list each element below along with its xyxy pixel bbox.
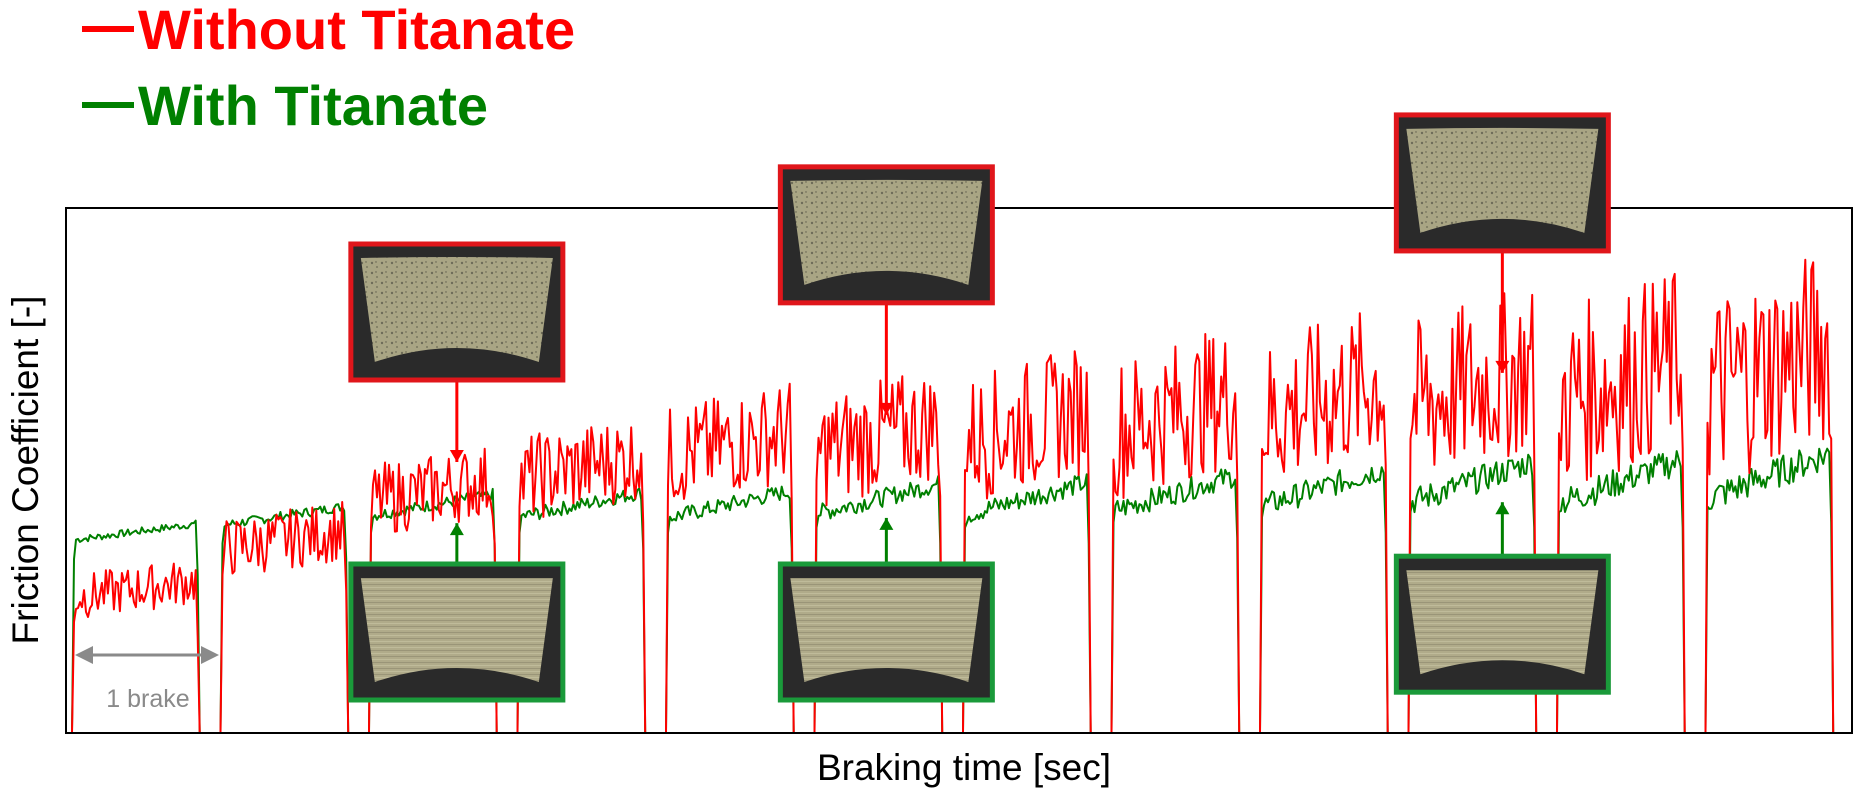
series-with-brake-9-line [1259,466,1389,733]
legend-without-titanate: Without Titanate [82,0,575,64]
legend-red-line-swatch [82,26,134,32]
series-with-brake-8-line [1110,468,1241,733]
inset-arrowhead-icon [1495,502,1510,515]
series-with-brake-11-line [1556,450,1686,733]
series-without-brake-10-line [1407,292,1538,733]
brake-pad-photo-with-brake-10 [1393,502,1611,695]
series-without-brake-5-line [665,382,795,733]
legend-with-titanate-label: With Titanate [138,73,489,137]
series-without-brake-4-line [516,426,647,733]
series-without-brake-9-line [1259,312,1389,733]
brake-pad-image [790,179,983,285]
series-without-brake-1-line [71,562,201,733]
series-without-brake-8-line [1110,333,1241,733]
series-with-brake-7-line [962,473,1092,733]
series-without-brake-7-line [962,350,1092,733]
series-with-brake-10-line [1407,453,1538,733]
brake-pad-image [790,578,983,682]
series-with-brake-1-line [71,519,201,733]
y-axis-title: Friction Coefficient [-] [5,296,46,645]
series-without-brake-12-line [1704,258,1835,733]
series-without-brake-11-line [1556,272,1686,733]
brake-pad-photo-without-brake-10 [1393,112,1611,373]
x-axis-title: Braking time [sec] [817,747,1111,788]
legend-green-line-swatch [82,102,134,108]
brake-pad-image [1406,570,1599,675]
series-without-brake-6-line [813,375,944,733]
series-with-brake-6-line [813,475,944,733]
brake-pad-photo-without-brake-3 [348,241,566,462]
series-layer [71,258,1835,733]
brake-pad-image [360,257,553,362]
brake-pad-photo-without-brake-6 [777,164,995,415]
inset-arrowhead-icon [879,517,894,530]
series-with-brake-5-line [665,485,795,733]
photo-insets-layer [348,112,1611,703]
series-without-brake-2-line [219,501,350,733]
series-with-brake-2-line [219,503,350,733]
one-brake-annotation: 1 brake [75,646,219,713]
inset-arrowhead-icon [449,523,464,536]
legend-with-titanate: With Titanate [82,70,488,140]
inset-arrowhead-icon [449,450,464,462]
series-without-brake-3-line [368,447,498,733]
legend-without-titanate-label: Without Titanate [138,0,576,61]
brake-pad-image [360,578,553,682]
brake-pad-photo-with-brake-3 [348,523,566,703]
inset-arrowhead-icon [879,402,894,415]
one-brake-label: 1 brake [106,685,189,713]
series-with-brake-4-line [516,487,647,733]
series-with-brake-12-line [1704,447,1835,733]
brake-pad-image [1406,127,1599,233]
brake-pad-photo-with-brake-6 [777,517,995,703]
inset-arrowhead-icon [1495,360,1510,373]
